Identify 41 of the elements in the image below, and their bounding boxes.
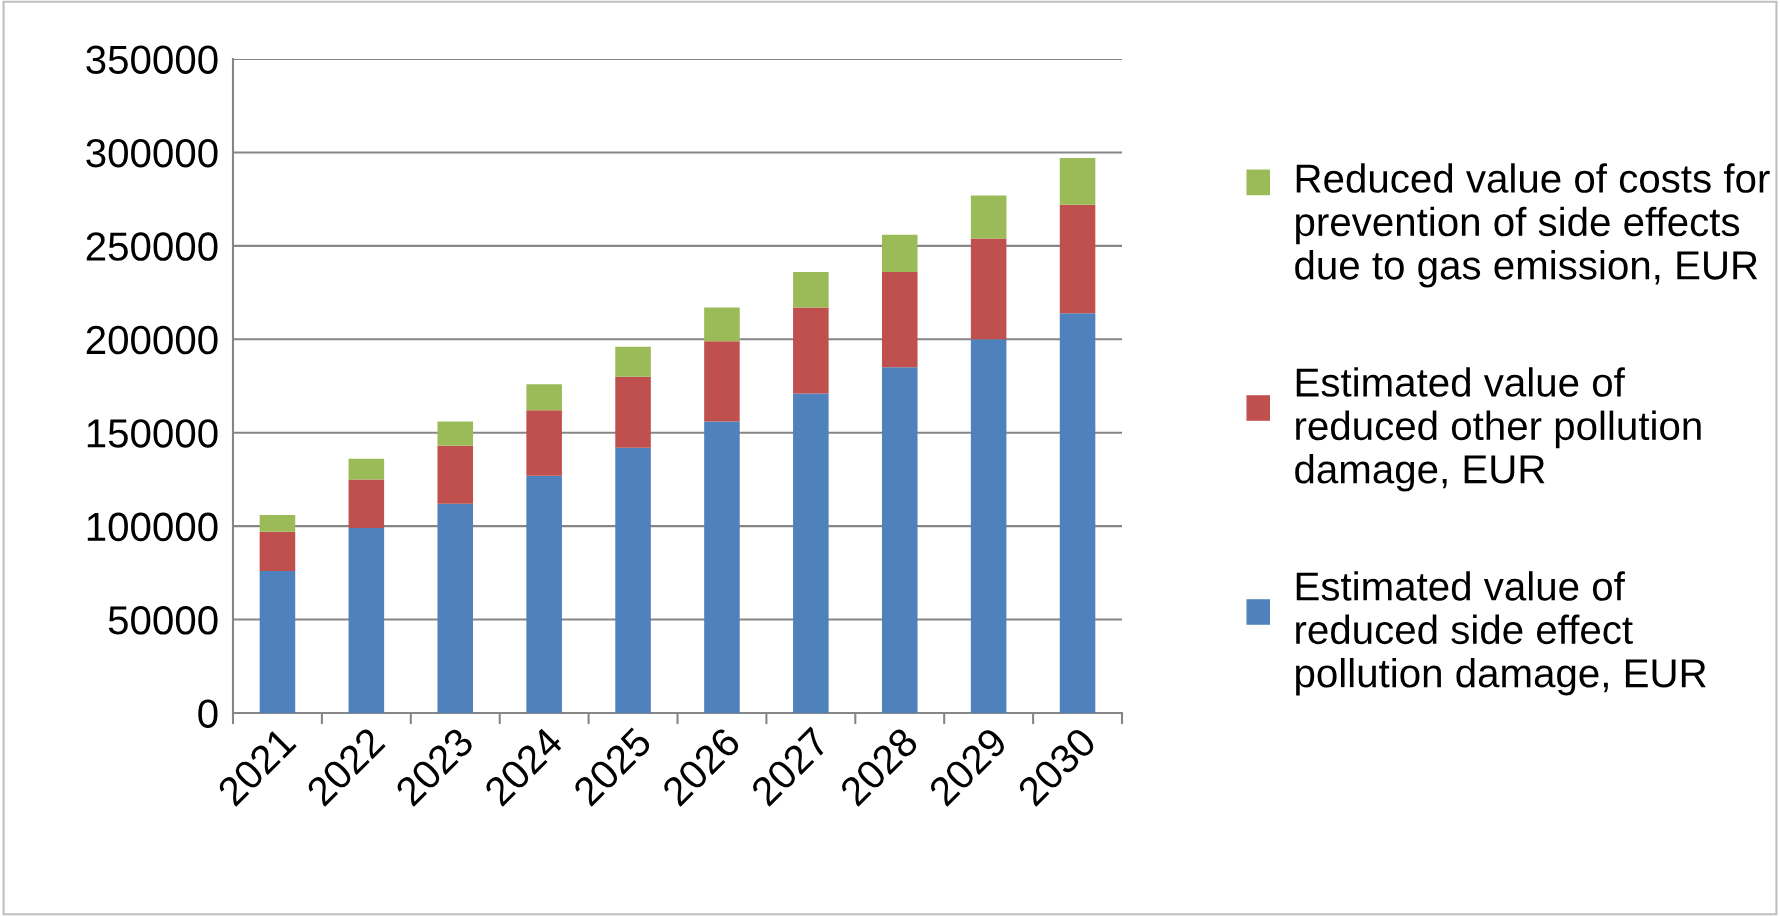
bar: [881, 272, 918, 368]
bar: [437, 421, 474, 446]
bar: [526, 384, 562, 411]
bar: [970, 339, 1007, 713]
bar: [615, 376, 651, 448]
bar: [881, 367, 918, 713]
bar: [259, 570, 296, 713]
bar: [348, 528, 385, 713]
bar: [259, 514, 296, 532]
bar: [704, 341, 740, 422]
bar: [793, 393, 829, 713]
bar: [526, 410, 562, 476]
bar: [526, 475, 562, 713]
y-tick-label: 50000: [108, 606, 218, 635]
bar: [970, 195, 1007, 239]
bar: [615, 447, 651, 713]
legend-label: Reduced value of costs for prevention of side effects due to gas emission, EUR: [1295, 163, 1770, 288]
y-tick-label: 100000: [87, 512, 218, 542]
bar: [1059, 313, 1096, 713]
bar: [437, 445, 474, 504]
bar: [259, 531, 296, 571]
y-tick-label: 0: [198, 699, 218, 728]
bar: [437, 503, 474, 713]
bar: [970, 238, 1007, 340]
y-tick-label: 200000: [86, 325, 218, 355]
bar: [881, 234, 918, 273]
legend-label: Estimated value of reduced other pollution damage, EUR: [1295, 367, 1701, 492]
bar: [704, 307, 740, 342]
bar: [615, 346, 651, 377]
legend-label: Estimated value of reduced side effect pollution damage, EUR: [1296, 571, 1706, 696]
bar: [793, 307, 829, 394]
y-tick-label: 300000: [86, 138, 218, 168]
bar: [793, 272, 829, 308]
bar: [348, 479, 385, 529]
y-tick-label: 150000: [87, 419, 218, 448]
bar: [1059, 158, 1096, 205]
bar: [704, 421, 740, 713]
y-tick-label: 250000: [86, 232, 218, 261]
bar: [348, 458, 385, 480]
bar: [1059, 204, 1096, 314]
y-tick-label: 350000: [86, 45, 218, 74]
